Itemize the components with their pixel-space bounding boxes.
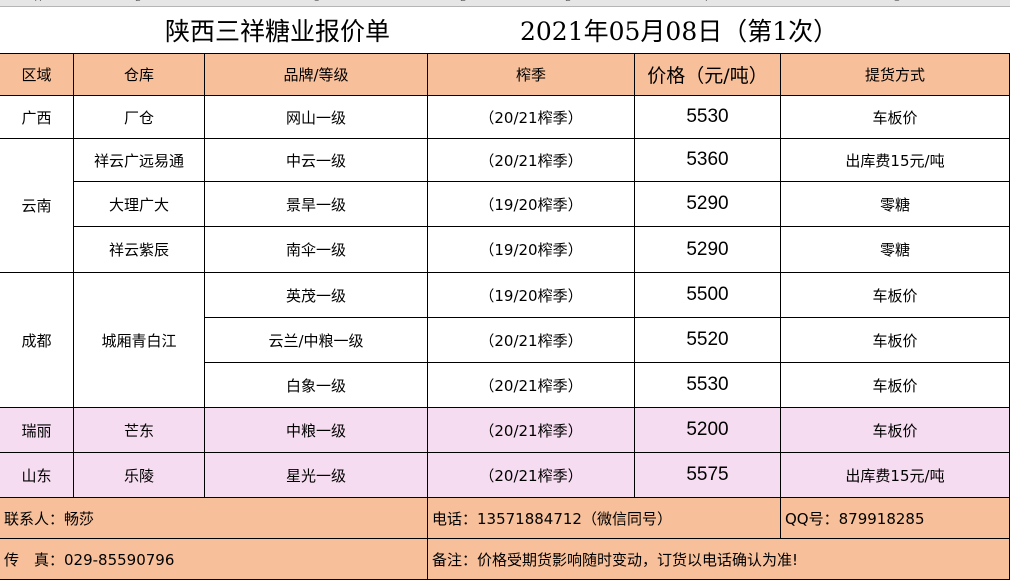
page-title: 陕西三祥糖业报价单	[165, 17, 391, 46]
header-region[interactable]: 区域	[0, 54, 74, 96]
season-cell[interactable]: （20/21榨季）	[428, 453, 635, 498]
warehouse-xiangyun-zichen[interactable]: 祥云紫辰	[74, 227, 205, 273]
warehouse-chengxiang[interactable]: 城厢青白江	[74, 273, 205, 408]
delivery-cell[interactable]: 零糖	[781, 182, 1010, 227]
price-cell[interactable]: 5520	[635, 318, 781, 363]
season-cell[interactable]: （20/21榨季）	[428, 96, 635, 139]
column-letter-b[interactable]: B	[135, 0, 141, 4]
delivery-cell[interactable]: 零糖	[781, 227, 1010, 273]
brand-cell[interactable]: 星光一级	[205, 453, 428, 498]
column-letter-e[interactable]: E	[565, 0, 571, 4]
season-cell[interactable]: （19/20榨季）	[428, 273, 635, 318]
season-cell[interactable]: （20/21榨季）	[428, 139, 635, 182]
header-season[interactable]: 榨季	[428, 54, 635, 96]
footer-fax[interactable]: 传 真：029-85590796	[0, 539, 428, 580]
season-cell[interactable]: （19/20榨季）	[428, 227, 635, 273]
header-brand[interactable]: 品牌/等级	[205, 54, 428, 96]
brand-cell[interactable]: 中云一级	[205, 139, 428, 182]
header-delivery[interactable]: 提货方式	[781, 54, 1010, 96]
region-guangxi[interactable]: 广西	[0, 96, 74, 139]
brand-cell[interactable]: 景旱一级	[205, 182, 428, 227]
column-letter-d[interactable]: D	[460, 0, 467, 4]
region-chengdu[interactable]: 成都	[0, 273, 74, 408]
column-letter-f[interactable]: F	[705, 0, 710, 4]
warehouse-changcang[interactable]: 厂仓	[74, 96, 205, 139]
price-cell[interactable]: 5530	[635, 96, 781, 139]
price-cell[interactable]: 5530	[635, 363, 781, 408]
column-letter-g[interactable]: G	[893, 0, 900, 4]
warehouse-leling[interactable]: 乐陵	[74, 453, 205, 498]
price-cell[interactable]: 5500	[635, 273, 781, 318]
brand-cell[interactable]: 网山一级	[205, 96, 428, 139]
season-cell[interactable]: （20/21榨季）	[428, 363, 635, 408]
warehouse-xiangyun-guangyuan[interactable]: 祥云广远易通	[74, 139, 205, 182]
brand-cell[interactable]: 英茂一级	[205, 273, 428, 318]
delivery-cell[interactable]: 出库费15元/吨	[781, 139, 1010, 182]
brand-cell[interactable]: 南伞一级	[205, 227, 428, 273]
footer-contact[interactable]: 联系人：畅莎	[0, 498, 428, 539]
delivery-cell[interactable]: 车板价	[781, 408, 1010, 453]
delivery-cell[interactable]: 车板价	[781, 273, 1010, 318]
column-header-strip: A B C D E F G	[0, 0, 1010, 7]
price-cell[interactable]: 5290	[635, 182, 781, 227]
footer-note[interactable]: 备注：价格受期货影响随时变动，订货以电话确认为准!	[428, 539, 1010, 580]
header-price[interactable]: 价格（元/吨）	[635, 54, 781, 96]
title-row[interactable]: 陕西三祥糖业报价单 2021年05月08日（第1次）	[0, 6, 1010, 54]
quote-date: 2021年05月08日（第1次）	[520, 17, 839, 46]
season-cell[interactable]: （20/21榨季）	[428, 318, 635, 363]
header-warehouse[interactable]: 仓库	[74, 54, 205, 96]
price-cell[interactable]: 5360	[635, 139, 781, 182]
column-letter-a[interactable]: A	[35, 0, 41, 4]
brand-cell[interactable]: 中粮一级	[205, 408, 428, 453]
region-shandong[interactable]: 山东	[0, 453, 74, 498]
spreadsheet: 陕西三祥糖业报价单 2021年05月08日（第1次） 区域 仓库 品牌/等级 榨…	[0, 6, 1010, 580]
region-yunnan[interactable]: 云南	[0, 139, 74, 273]
delivery-cell[interactable]: 车板价	[781, 318, 1010, 363]
delivery-cell[interactable]: 车板价	[781, 363, 1010, 408]
brand-cell[interactable]: 云兰/中粮一级	[205, 318, 428, 363]
season-cell[interactable]: （19/20榨季）	[428, 182, 635, 227]
price-cell[interactable]: 5200	[635, 408, 781, 453]
delivery-cell[interactable]: 出库费15元/吨	[781, 453, 1010, 498]
footer-qq[interactable]: QQ号：879918285	[781, 498, 1010, 539]
column-letter-c[interactable]: C	[313, 0, 319, 4]
season-cell[interactable]: （20/21榨季）	[428, 408, 635, 453]
warehouse-dali-guangda[interactable]: 大理广大	[74, 182, 205, 227]
brand-cell[interactable]: 白象一级	[205, 363, 428, 408]
region-ruili[interactable]: 瑞丽	[0, 408, 74, 453]
price-cell[interactable]: 5290	[635, 227, 781, 273]
warehouse-mangdong[interactable]: 芒东	[74, 408, 205, 453]
footer-phone[interactable]: 电话：13571884712（微信同号）	[428, 498, 781, 539]
price-cell[interactable]: 5575	[635, 453, 781, 498]
delivery-cell[interactable]: 车板价	[781, 96, 1010, 139]
